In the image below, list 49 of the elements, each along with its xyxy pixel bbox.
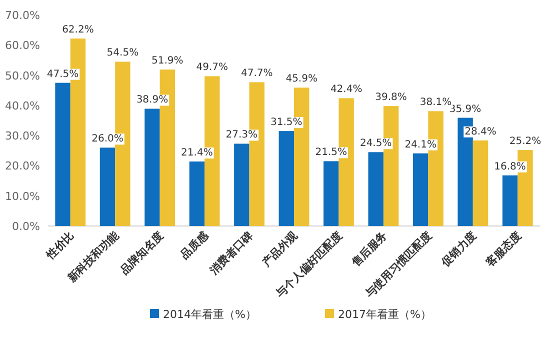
bar xyxy=(324,161,339,226)
x-tick-label: 售后服务 xyxy=(348,228,390,270)
y-tick-label: 10.0% xyxy=(5,190,40,203)
x-tick-label: 性价比 xyxy=(43,228,76,262)
legend-label: 2014年看重（%） xyxy=(163,308,256,321)
data-label: 49.7% xyxy=(196,62,228,74)
bar xyxy=(100,148,116,226)
bar xyxy=(55,82,70,226)
data-label: 38.9% xyxy=(136,94,168,106)
bar xyxy=(144,108,160,226)
data-label: 47.7% xyxy=(240,68,273,80)
y-tick-label: 40.0% xyxy=(5,99,40,112)
data-label: 21.4% xyxy=(181,147,213,158)
bar xyxy=(502,175,518,226)
data-label: 62.2% xyxy=(62,24,94,36)
x-tick-label: 客服态度 xyxy=(482,228,524,270)
data-label: 26.0% xyxy=(92,134,124,145)
data-label: 24.5% xyxy=(360,138,392,150)
data-label: 38.1% xyxy=(420,97,452,108)
bar xyxy=(278,131,294,226)
bar xyxy=(472,140,488,226)
data-label: 16.8% xyxy=(494,161,526,172)
bar xyxy=(412,153,428,226)
data-label: 47.5% xyxy=(46,68,79,80)
data-label: 42.4% xyxy=(330,84,362,96)
bar xyxy=(189,161,205,226)
data-label: 27.3% xyxy=(226,130,258,141)
y-tick-label: 50.0% xyxy=(5,69,40,82)
data-label: 39.8% xyxy=(375,92,407,104)
y-tick-label: 70.0% xyxy=(5,9,40,22)
x-tick-label: 产品外观 xyxy=(259,228,301,270)
data-label: 28.4% xyxy=(464,126,496,138)
x-tick-label: 促销力度 xyxy=(438,228,480,270)
y-tick-label: 60.0% xyxy=(5,39,40,52)
data-label: 51.9% xyxy=(152,56,184,67)
legend-label: 2017年看重（%） xyxy=(338,308,432,321)
x-tick-label: 品质感 xyxy=(178,228,212,262)
data-label: 21.5% xyxy=(315,147,348,158)
data-label: 31.5% xyxy=(270,117,302,128)
y-tick-label: 20.0% xyxy=(5,160,40,173)
data-label: 35.9% xyxy=(449,104,482,115)
data-label: 25.2% xyxy=(509,136,542,148)
bar xyxy=(368,152,384,226)
y-tick-label: 0.0% xyxy=(12,220,40,233)
data-label: 24.1% xyxy=(404,139,436,150)
data-label: 45.9% xyxy=(286,74,318,85)
bar xyxy=(234,144,250,226)
data-label: 54.5% xyxy=(106,48,139,59)
y-tick-label: 30.0% xyxy=(5,130,40,143)
